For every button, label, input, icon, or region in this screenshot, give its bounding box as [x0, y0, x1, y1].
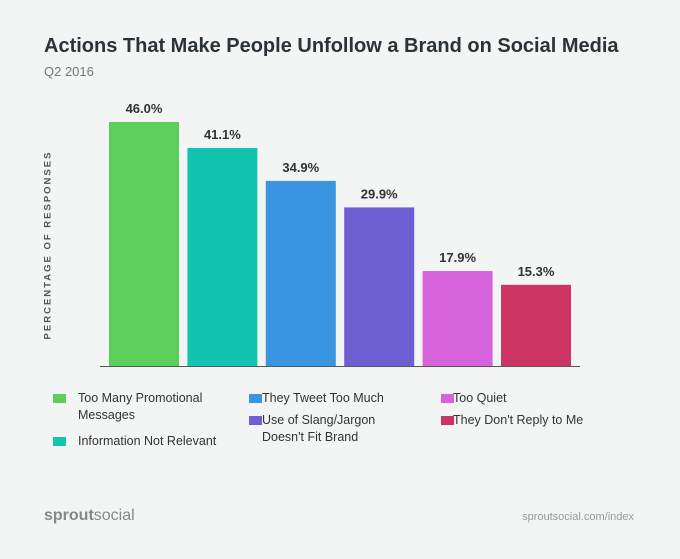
legend-swatch-0 — [53, 394, 66, 403]
data-label-5: 15.3% — [518, 264, 555, 279]
legend-item-4: Too Quiet — [453, 390, 507, 407]
bar-3 — [344, 207, 415, 366]
bar-2 — [265, 180, 336, 366]
legend-item-5: They Don't Reply to Me — [453, 412, 583, 429]
legend-text: Information Not Relevant — [78, 434, 217, 448]
legend-text: Too Quiet — [453, 391, 507, 405]
bar-1 — [187, 147, 258, 366]
data-label-1: 41.1% — [204, 127, 241, 142]
logo-bold: sprout — [44, 507, 94, 524]
chart-subtitle: Q2 2016 — [44, 64, 94, 79]
legend-text-line2: Messages — [78, 408, 135, 422]
bar-5 — [501, 284, 571, 366]
legend-text: Too Many Promotional — [78, 391, 203, 405]
legend-swatch-2 — [249, 394, 262, 403]
legend-text: They Don't Reply to Me — [453, 413, 584, 427]
legend-swatch-4 — [441, 394, 454, 403]
data-label-0: 46.0% — [126, 101, 163, 116]
logo-light: social — [93, 507, 135, 524]
legend-item-2: They Tweet Too Much — [262, 390, 384, 407]
data-label-4: 17.9% — [439, 250, 476, 265]
legend-swatch-1 — [53, 437, 66, 446]
chart-title: Actions That Make People Unfollow a Bran… — [44, 35, 619, 57]
legend-text-line2: Doesn't Fit Brand — [262, 430, 359, 444]
legend-swatch-5 — [441, 416, 454, 425]
bar-0 — [109, 122, 179, 366]
legend-swatch-3 — [249, 416, 262, 425]
legend-item-0: Too Many Promotional Messages — [78, 390, 202, 424]
legend-text: They Tweet Too Much — [262, 391, 384, 405]
legend-item-3: Use of Slang/Jargon Doesn't Fit Brand — [262, 412, 375, 446]
sproutsocial-logo: sproutsocial — [44, 507, 135, 525]
legend-item-1: Information Not Relevant — [78, 433, 216, 450]
data-label-3: 29.9% — [361, 186, 398, 201]
data-label-2: 34.9% — [282, 160, 319, 175]
source-url: sproutsocial.com/index — [522, 511, 634, 523]
legend-text: Use of Slang/Jargon — [262, 413, 376, 427]
bar-4 — [422, 271, 493, 366]
